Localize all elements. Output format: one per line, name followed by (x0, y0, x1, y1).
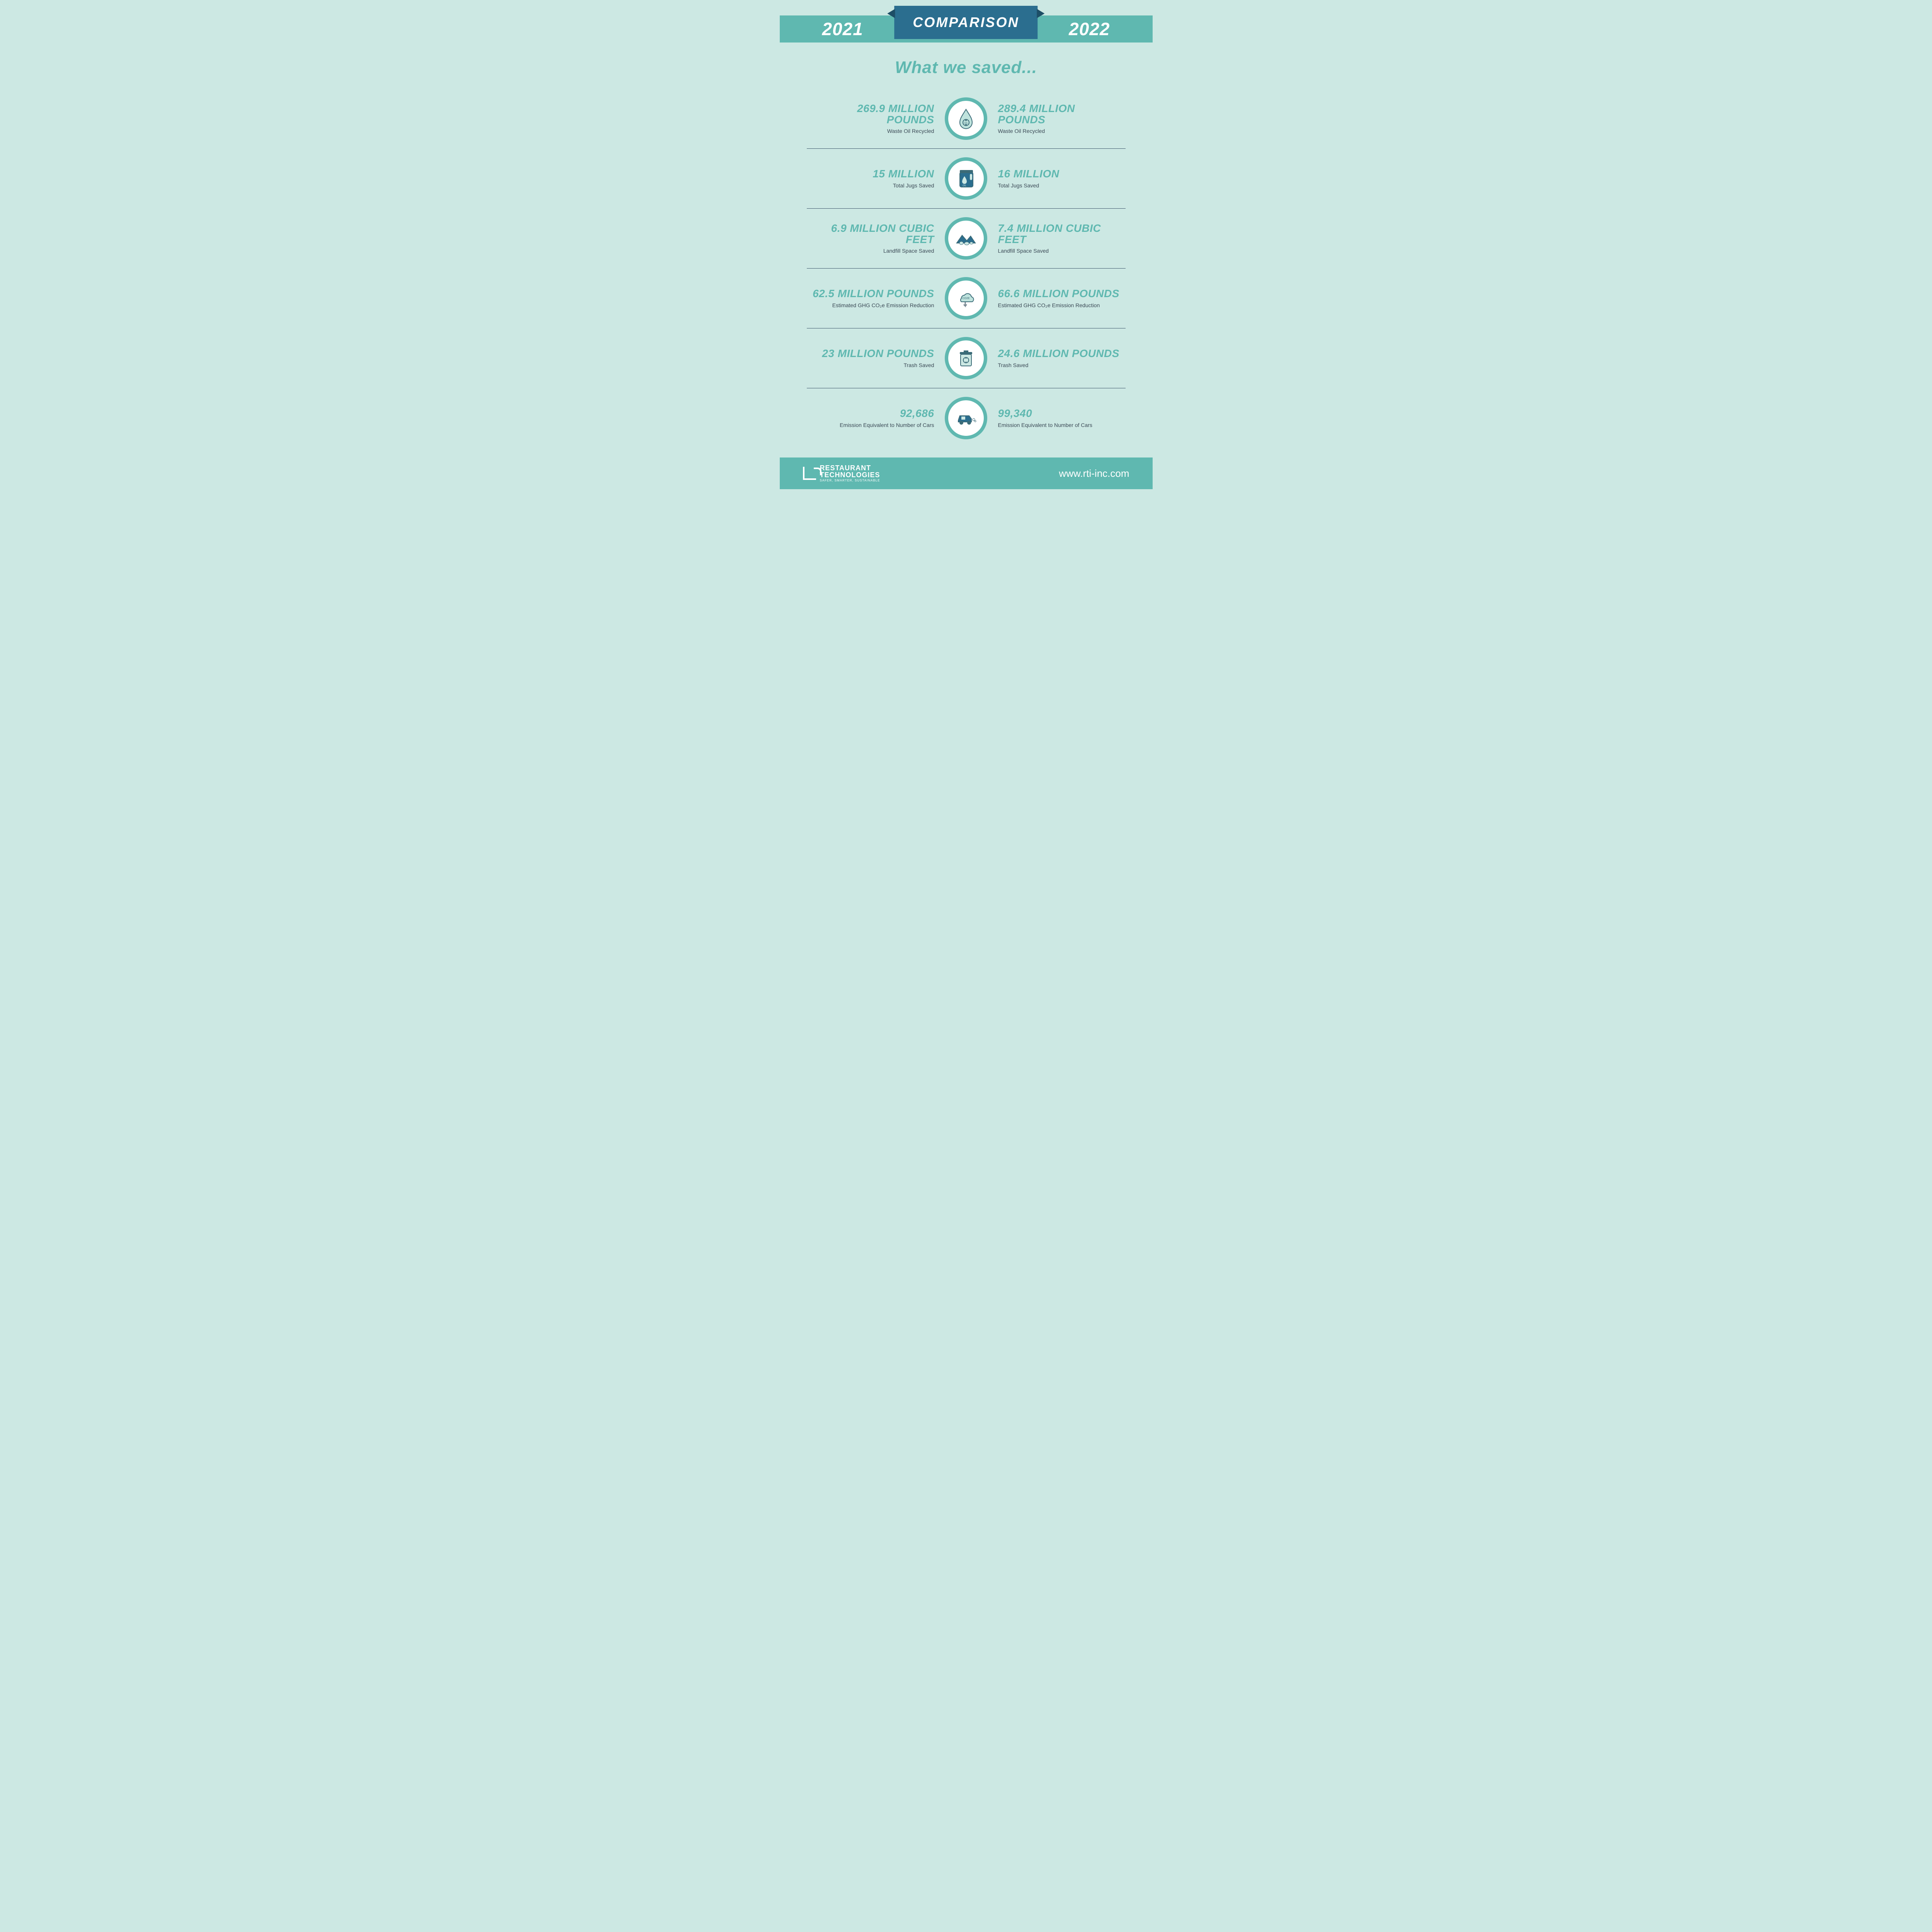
stat-value-right: 7.4 MILLION CUBIC FEET (998, 223, 1126, 245)
trash-bin-icon (945, 337, 987, 379)
stat-label-right: Trash Saved (998, 362, 1126, 369)
logo-r-icon (803, 467, 816, 480)
year-right: 2022 (1069, 19, 1110, 39)
svg-text:OIL: OIL (963, 185, 966, 187)
landfill-icon (945, 217, 987, 260)
stat-value-left: 62.5 MILLION POUNDS (807, 288, 934, 299)
footer-band: RESTAURANT TECHNOLOGIES SAFER, SMARTER, … (780, 457, 1153, 489)
stat-label-left: Estimated GHG CO₂e Emission Reduction (807, 302, 934, 309)
stat-value-right: 24.6 MILLION POUNDS (998, 348, 1126, 359)
stat-value-left: 23 MILLION POUNDS (807, 348, 934, 359)
stat-value-left: 92,686 (807, 408, 934, 419)
stat-row: 269.9 MILLION POUNDS Waste Oil Recycled … (807, 89, 1126, 149)
stat-label-left: Landfill Space Saved (807, 247, 934, 254)
stat-value-right: 16 MILLION (998, 168, 1126, 179)
stat-value-right: 289.4 MILLION POUNDS (998, 103, 1126, 126)
footer-url: www.rti-inc.com (1059, 468, 1129, 480)
stat-row: 6.9 MILLION CUBIC FEET Landfill Space Sa… (807, 209, 1126, 269)
stat-label-right: Total Jugs Saved (998, 182, 1126, 189)
stat-value-right: 66.6 MILLION POUNDS (998, 288, 1126, 299)
stat-row: 92,686 Emission Equivalent to Number of … (807, 388, 1126, 448)
stat-value-right: 99,340 (998, 408, 1126, 419)
stats-rows: 269.9 MILLION POUNDS Waste Oil Recycled … (780, 89, 1153, 448)
subtitle: What we saved... (780, 58, 1153, 77)
stat-row: 62.5 MILLION POUNDS Estimated GHG CO₂e E… (807, 269, 1126, 328)
year-left: 2021 (822, 19, 863, 39)
stat-label-right: Waste Oil Recycled (998, 128, 1126, 134)
comparison-ribbon: COMPARISON (894, 6, 1037, 39)
stat-row: 15 MILLION Total Jugs Saved OIL 16 MILLI… (807, 149, 1126, 209)
stat-label-left: Waste Oil Recycled (807, 128, 934, 134)
stat-label-left: Trash Saved (807, 362, 934, 369)
stat-value-left: 269.9 MILLION POUNDS (807, 103, 934, 126)
stat-row: 23 MILLION POUNDS Trash Saved 24.6 MILLI… (807, 328, 1126, 388)
stat-label-left: Emission Equivalent to Number of Cars (807, 422, 934, 429)
header-band: 2021 COMPARISON 2022 (780, 15, 1153, 43)
stat-label-left: Total Jugs Saved (807, 182, 934, 189)
stat-label-right: Landfill Space Saved (998, 247, 1126, 254)
jug-icon: OIL (945, 157, 987, 200)
oil-drop-icon: OIL (945, 97, 987, 140)
car-icon (945, 397, 987, 439)
svg-text:OIL: OIL (964, 122, 968, 124)
svg-text:CO2E: CO2E (962, 297, 969, 300)
stat-value-left: 15 MILLION (807, 168, 934, 179)
co2-cloud-icon: CO2E (945, 277, 987, 320)
logo-line1: RESTAURANT (820, 464, 880, 471)
logo-tagline: SAFER, SMARTER, SUSTAINABLE (820, 479, 880, 482)
logo: RESTAURANT TECHNOLOGIES SAFER, SMARTER, … (803, 464, 880, 482)
stat-label-right: Estimated GHG CO₂e Emission Reduction (998, 302, 1126, 309)
stat-value-left: 6.9 MILLION CUBIC FEET (807, 223, 934, 245)
logo-line2: TECHNOLOGIES (820, 471, 880, 478)
stat-label-right: Emission Equivalent to Number of Cars (998, 422, 1126, 429)
